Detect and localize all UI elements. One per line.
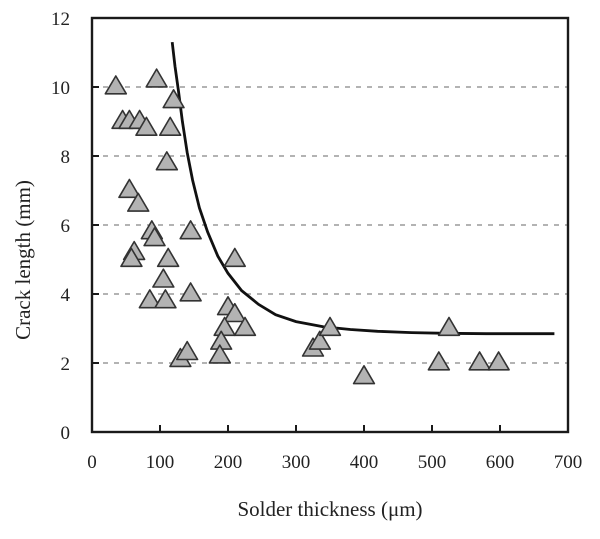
data-point-triangle	[318, 316, 342, 337]
data-point-triangle	[162, 89, 185, 109]
y-tick-label: 6	[61, 216, 71, 237]
data-point-triangle	[308, 330, 332, 350]
data-point-triangle	[213, 316, 236, 337]
x-tick-label: 500	[418, 452, 447, 473]
x-tick-label: 700	[554, 452, 583, 473]
data-point-triangle	[437, 316, 461, 337]
data-point-triangle	[179, 282, 202, 302]
data-point-triangle	[233, 316, 257, 337]
data-points	[104, 68, 510, 385]
data-point-triangle	[152, 268, 175, 288]
data-point-triangle	[156, 247, 180, 268]
data-point-triangle	[120, 247, 143, 268]
data-point-triangle	[138, 289, 162, 309]
y-axis-label: Crack length (mm)	[11, 180, 35, 340]
y-tick-label: 0	[61, 423, 71, 444]
data-point-triangle	[223, 302, 246, 323]
data-point-triangle	[159, 116, 182, 136]
data-point-triangle	[143, 227, 166, 247]
x-tick-label: 300	[282, 452, 311, 473]
data-point-triangle	[352, 364, 376, 385]
y-tick-label: 12	[51, 9, 70, 30]
axis-ticks	[91, 17, 569, 433]
data-point-triangle	[176, 340, 199, 361]
data-point-triangle	[127, 192, 150, 212]
fit-curve	[170, 41, 555, 336]
data-point-triangle	[179, 220, 202, 240]
x-tick-label: 0	[87, 452, 97, 473]
y-tick-label: 4	[61, 285, 71, 306]
data-point-triangle	[154, 289, 177, 309]
data-point-triangle	[104, 75, 128, 95]
x-tick-label: 600	[486, 452, 515, 473]
y-tick-label: 2	[61, 354, 71, 375]
data-point-triangle	[468, 351, 491, 371]
data-point-triangle	[427, 351, 451, 371]
data-point-triangle	[155, 151, 179, 171]
y-tick-label: 8	[61, 147, 71, 168]
y-tick-label: 10	[51, 78, 70, 99]
data-point-triangle	[118, 178, 141, 199]
data-point-triangle	[487, 351, 510, 371]
x-tick-labels: 0 100 200 300 400 500 600 700	[87, 452, 582, 473]
y-tick-labels: 0 2 4 6 8 10 12	[51, 9, 71, 444]
data-point-triangle	[223, 247, 246, 268]
x-tick-label: 100	[146, 452, 175, 473]
data-point-triangle	[135, 116, 158, 136]
x-tick-label: 200	[214, 452, 243, 473]
data-point-triangle	[208, 344, 232, 364]
x-axis-label: Solder thickness (μm)	[237, 497, 422, 521]
data-point-triangle	[145, 68, 168, 88]
x-tick-label: 400	[350, 452, 379, 473]
